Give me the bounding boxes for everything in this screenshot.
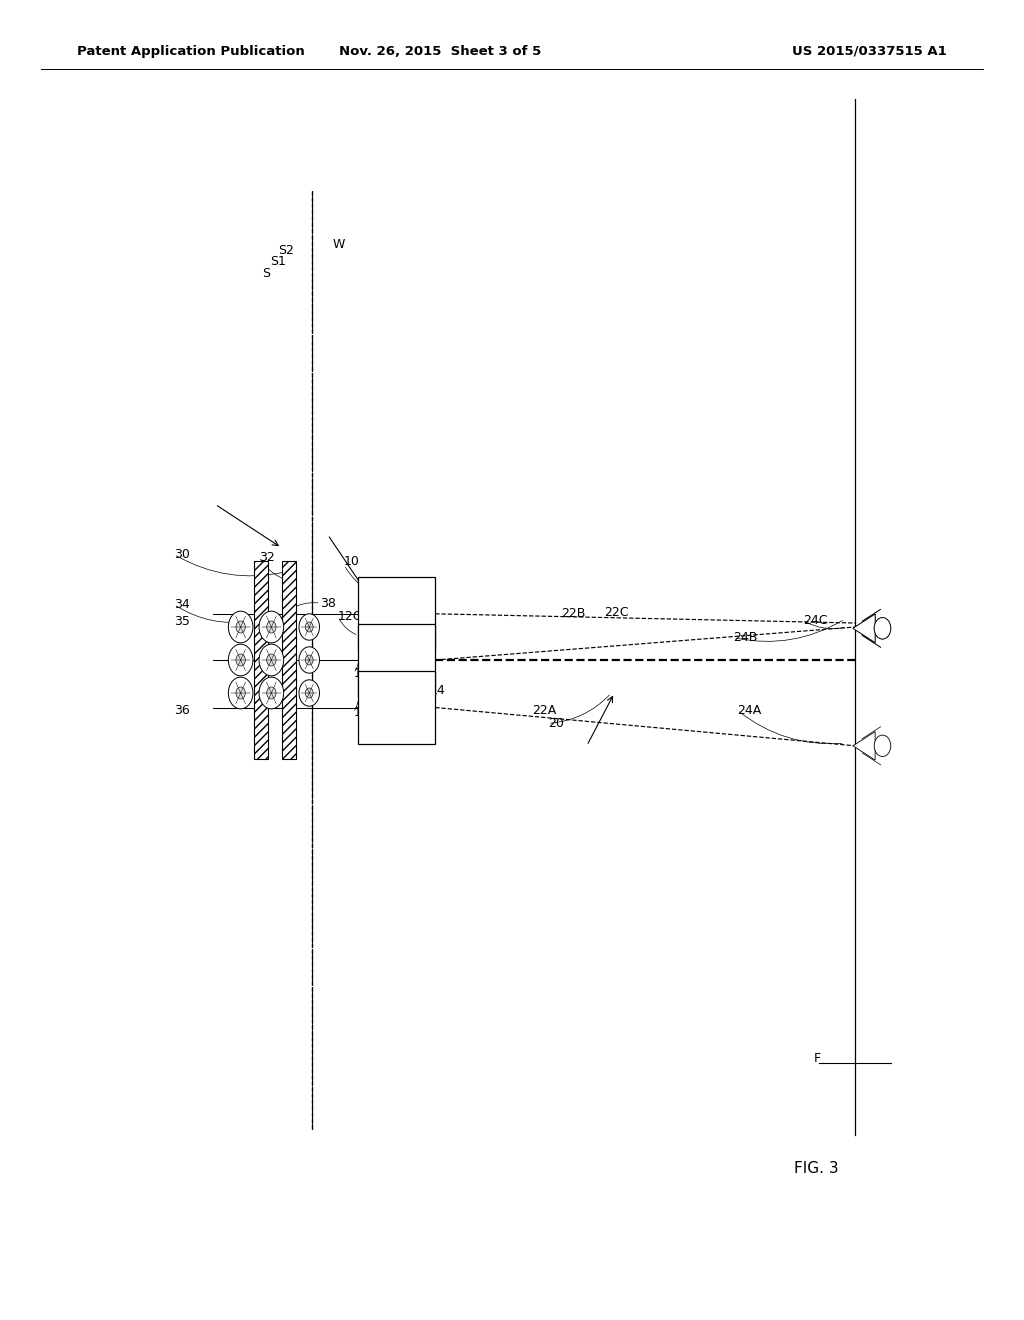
Text: S2: S2	[279, 244, 295, 257]
Circle shape	[259, 611, 284, 643]
Text: Patent Application Publication: Patent Application Publication	[77, 45, 304, 58]
Circle shape	[874, 735, 891, 756]
Text: US 2015/0337515 A1: US 2015/0337515 A1	[793, 45, 947, 58]
Circle shape	[236, 620, 246, 634]
Text: 22C: 22C	[604, 606, 629, 619]
Circle shape	[228, 611, 253, 643]
Polygon shape	[853, 614, 876, 643]
Polygon shape	[853, 731, 876, 760]
Text: 12A: 12A	[353, 706, 378, 719]
Text: 30: 30	[174, 548, 190, 561]
Text: W: W	[333, 238, 345, 251]
Bar	[358, 624, 435, 697]
Circle shape	[874, 618, 891, 639]
Text: 36: 36	[174, 704, 189, 717]
Text: 14: 14	[430, 684, 445, 697]
Circle shape	[266, 620, 276, 634]
Circle shape	[299, 647, 319, 673]
Bar	[282, 561, 296, 759]
Bar	[358, 671, 435, 744]
Text: 32: 32	[259, 550, 274, 564]
Text: 24A: 24A	[737, 704, 762, 717]
Bar	[254, 561, 268, 759]
Text: S1: S1	[270, 255, 287, 268]
Circle shape	[305, 688, 313, 698]
Text: 12C: 12C	[338, 610, 362, 623]
Text: 24C: 24C	[803, 614, 827, 627]
Text: 12B: 12B	[353, 667, 378, 680]
Text: 35: 35	[174, 615, 190, 628]
Circle shape	[236, 686, 246, 700]
Text: 22B: 22B	[561, 607, 586, 620]
Circle shape	[228, 644, 253, 676]
Circle shape	[259, 644, 284, 676]
Text: F: F	[814, 1052, 821, 1065]
Text: 24B: 24B	[733, 631, 758, 644]
Bar	[254, 561, 268, 759]
Circle shape	[236, 653, 246, 667]
Circle shape	[305, 622, 313, 632]
Text: 10: 10	[344, 554, 360, 568]
Text: 20: 20	[548, 717, 564, 730]
Bar	[282, 561, 296, 759]
Text: FIG. 3: FIG. 3	[794, 1160, 839, 1176]
Circle shape	[228, 677, 253, 709]
Circle shape	[259, 677, 284, 709]
Circle shape	[874, 618, 891, 639]
Text: 34: 34	[174, 598, 189, 611]
Text: 22A: 22A	[532, 704, 557, 717]
Text: Nov. 26, 2015  Sheet 3 of 5: Nov. 26, 2015 Sheet 3 of 5	[339, 45, 542, 58]
Text: S: S	[262, 267, 270, 280]
Circle shape	[266, 686, 276, 700]
Circle shape	[299, 680, 319, 706]
Text: 38: 38	[321, 597, 337, 610]
Bar	[358, 577, 435, 649]
Circle shape	[305, 655, 313, 665]
Circle shape	[266, 653, 276, 667]
Polygon shape	[853, 614, 876, 643]
Circle shape	[299, 614, 319, 640]
